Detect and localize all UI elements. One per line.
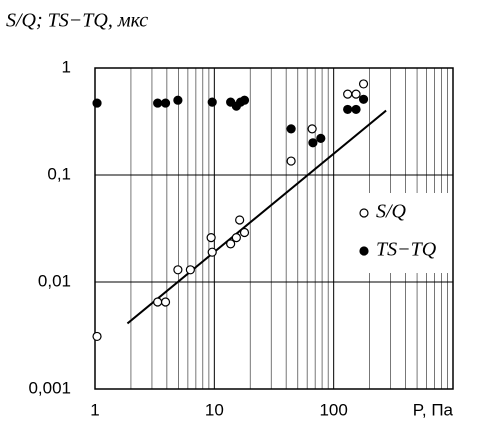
point xyxy=(160,98,171,108)
point xyxy=(207,247,217,257)
point xyxy=(153,297,163,307)
legend-marker xyxy=(359,246,369,256)
point xyxy=(286,124,296,134)
point xyxy=(206,232,216,243)
point xyxy=(185,265,195,275)
y-tick-label: 0,1 xyxy=(47,164,71,183)
point xyxy=(343,104,353,115)
point xyxy=(308,138,318,148)
point xyxy=(239,95,250,105)
point xyxy=(351,89,361,99)
point xyxy=(351,104,361,115)
plot-frame xyxy=(94,67,454,390)
legend-marker xyxy=(359,208,369,218)
point xyxy=(235,215,245,225)
y-tick-label: 0,01 xyxy=(38,271,71,290)
point xyxy=(173,95,183,105)
y-tick-label: 1 xyxy=(62,57,71,76)
point xyxy=(92,331,102,342)
trend-line xyxy=(126,109,387,325)
point xyxy=(153,98,163,108)
chart-title: S/Q; TS−TQ, мкс xyxy=(6,10,148,32)
legend-label: TS−TQ xyxy=(376,239,437,261)
point xyxy=(226,239,236,249)
point xyxy=(286,156,296,166)
legend-box xyxy=(352,193,449,273)
point xyxy=(316,133,326,143)
point xyxy=(343,89,353,99)
point xyxy=(231,232,241,243)
point xyxy=(358,79,369,89)
x-axis-label: P, Па xyxy=(413,400,454,419)
point xyxy=(92,98,102,108)
point xyxy=(173,265,183,275)
y-tick-label: 0,001 xyxy=(28,378,71,397)
point xyxy=(307,124,317,134)
point xyxy=(207,97,217,107)
point xyxy=(160,297,171,307)
point xyxy=(358,94,369,104)
point xyxy=(239,227,250,238)
x-tick-label: 1 xyxy=(90,400,99,419)
x-tick-label: 10 xyxy=(205,400,224,419)
x-tick-label: 100 xyxy=(319,400,347,419)
legend-label: S/Q xyxy=(376,201,407,223)
